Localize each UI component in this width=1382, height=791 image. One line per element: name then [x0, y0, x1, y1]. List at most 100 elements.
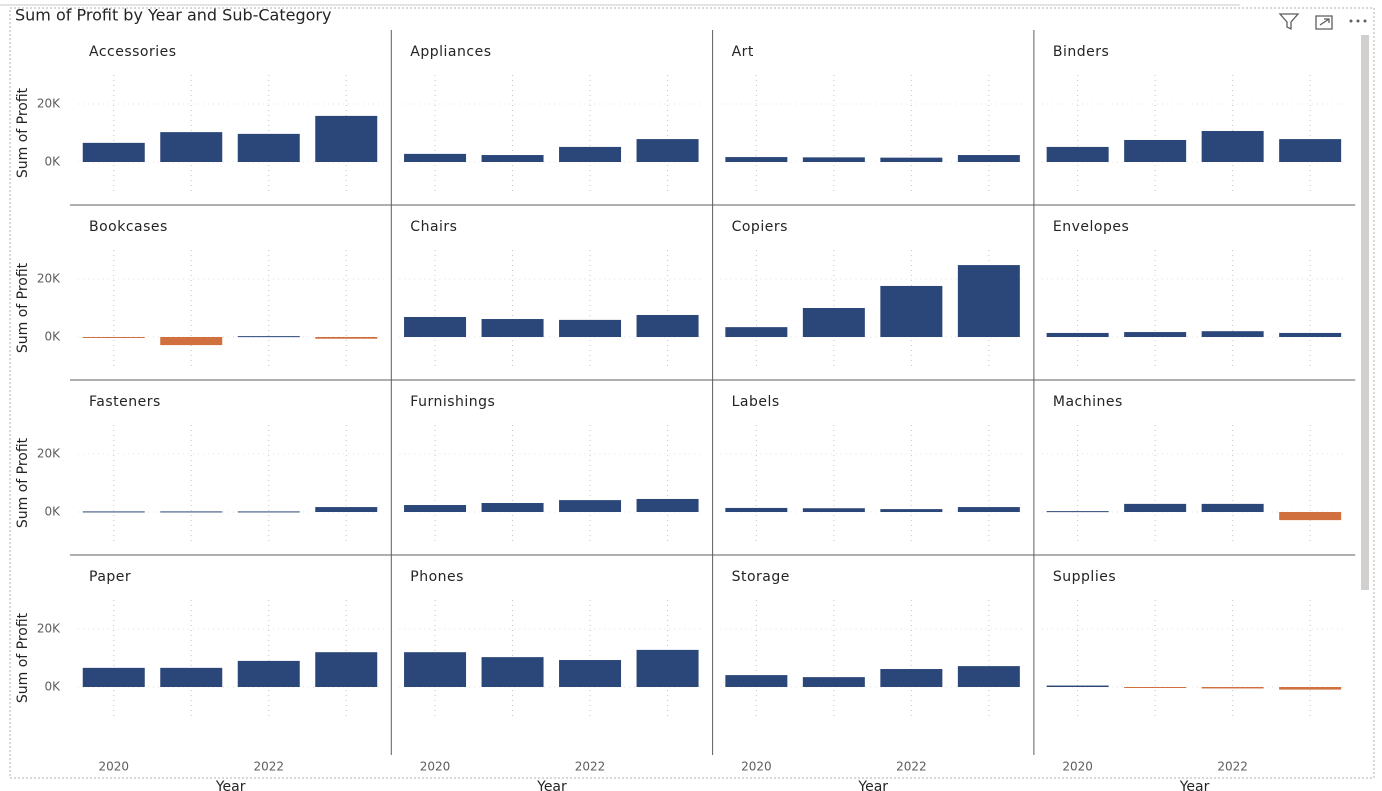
- panel-title: Envelopes: [1053, 219, 1129, 235]
- y-tick-label: 20K: [37, 447, 61, 461]
- filter-icon[interactable]: [1278, 13, 1300, 31]
- x-axis-label: Year: [857, 779, 888, 791]
- bar: [1124, 687, 1187, 688]
- bar: [636, 314, 699, 337]
- bar: [1046, 685, 1109, 687]
- x-tick-label: 2022: [575, 760, 606, 774]
- panel-title: Machines: [1053, 394, 1123, 410]
- bar: [481, 155, 544, 162]
- bar: [802, 308, 865, 337]
- x-tick-label: 2020: [98, 760, 129, 774]
- y-tick-label: 20K: [37, 622, 61, 636]
- bar: [802, 508, 865, 512]
- chart-title: Sum of Profit by Year and Sub-Category: [15, 6, 331, 25]
- bar: [82, 142, 145, 162]
- bar: [636, 498, 699, 512]
- panel-title: Furnishings: [410, 394, 495, 410]
- bar: [1201, 503, 1264, 512]
- bar: [957, 265, 1020, 337]
- panel-title: Phones: [410, 569, 464, 585]
- bar: [957, 155, 1020, 162]
- bar: [237, 336, 300, 338]
- bar: [1124, 503, 1187, 512]
- bar: [880, 285, 943, 337]
- visual-header-icons[interactable]: [1278, 13, 1333, 31]
- bar: [315, 115, 378, 162]
- y-tick-label: 0K: [44, 155, 61, 169]
- bar: [82, 511, 145, 513]
- x-tick-label: 2022: [896, 760, 927, 774]
- bar: [404, 153, 467, 162]
- y-axis-label: Sum of Profit: [15, 612, 31, 703]
- dot: [1356, 19, 1360, 23]
- panel-title: Fasteners: [89, 394, 161, 410]
- bar: [802, 677, 865, 687]
- bar: [725, 675, 788, 687]
- bar: [636, 139, 699, 162]
- panel-title: Paper: [89, 569, 131, 585]
- bar: [1046, 146, 1109, 162]
- y-tick-label: 0K: [44, 505, 61, 519]
- bar: [160, 667, 223, 687]
- bar: [315, 337, 378, 339]
- bar: [1124, 332, 1187, 337]
- dot: [1349, 19, 1353, 23]
- y-axis-label: Sum of Profit: [15, 262, 31, 353]
- bar: [1201, 130, 1264, 162]
- x-axis-label: Year: [215, 779, 246, 791]
- bar: [481, 657, 544, 687]
- y-tick-label: 20K: [37, 272, 61, 286]
- y-tick-label: 0K: [44, 680, 61, 694]
- x-tick-label: 2020: [741, 760, 772, 774]
- panel-title: Bookcases: [89, 219, 168, 235]
- bar: [1201, 687, 1264, 689]
- bar: [1046, 511, 1109, 513]
- dot: [1363, 19, 1367, 23]
- bar: [880, 669, 943, 687]
- bar: [160, 132, 223, 162]
- bar: [559, 500, 622, 512]
- scrollbar[interactable]: [1361, 35, 1369, 590]
- bar: [315, 652, 378, 687]
- bar: [957, 666, 1020, 687]
- panel-title: Chairs: [410, 219, 457, 235]
- visual-border: [9, 7, 1375, 779]
- y-axis-label: Sum of Profit: [15, 437, 31, 528]
- bar: [1124, 139, 1187, 162]
- panel-title: Copiers: [732, 219, 788, 235]
- bar: [82, 667, 145, 687]
- bar: [481, 503, 544, 512]
- bar: [237, 511, 300, 513]
- bar: [160, 511, 223, 513]
- panel-title: Binders: [1053, 44, 1109, 60]
- bar: [404, 652, 467, 687]
- bar: [404, 316, 467, 337]
- panel-title: Labels: [732, 394, 780, 410]
- panel-title: Accessories: [89, 44, 177, 60]
- panel-title: Supplies: [1053, 569, 1116, 585]
- bar: [802, 157, 865, 162]
- bar: [404, 505, 467, 512]
- x-tick-label: 2022: [253, 760, 284, 774]
- bar: [725, 157, 788, 162]
- x-tick-label: 2020: [1062, 760, 1093, 774]
- more-options[interactable]: [1349, 19, 1367, 23]
- bar: [559, 146, 622, 162]
- bar: [725, 327, 788, 337]
- bar: [725, 507, 788, 512]
- y-tick-label: 0K: [44, 330, 61, 344]
- bar: [559, 660, 622, 687]
- bar: [957, 507, 1020, 512]
- y-tick-label: 20K: [37, 97, 61, 111]
- bar: [559, 319, 622, 337]
- bar: [315, 507, 378, 512]
- bar: [237, 660, 300, 687]
- bar: [160, 337, 223, 346]
- panel-title: Appliances: [410, 44, 491, 60]
- bar: [1201, 331, 1264, 337]
- x-axis-label: Year: [536, 779, 567, 791]
- x-axis-label: Year: [1179, 779, 1210, 791]
- focus-icon[interactable]: [1315, 15, 1333, 30]
